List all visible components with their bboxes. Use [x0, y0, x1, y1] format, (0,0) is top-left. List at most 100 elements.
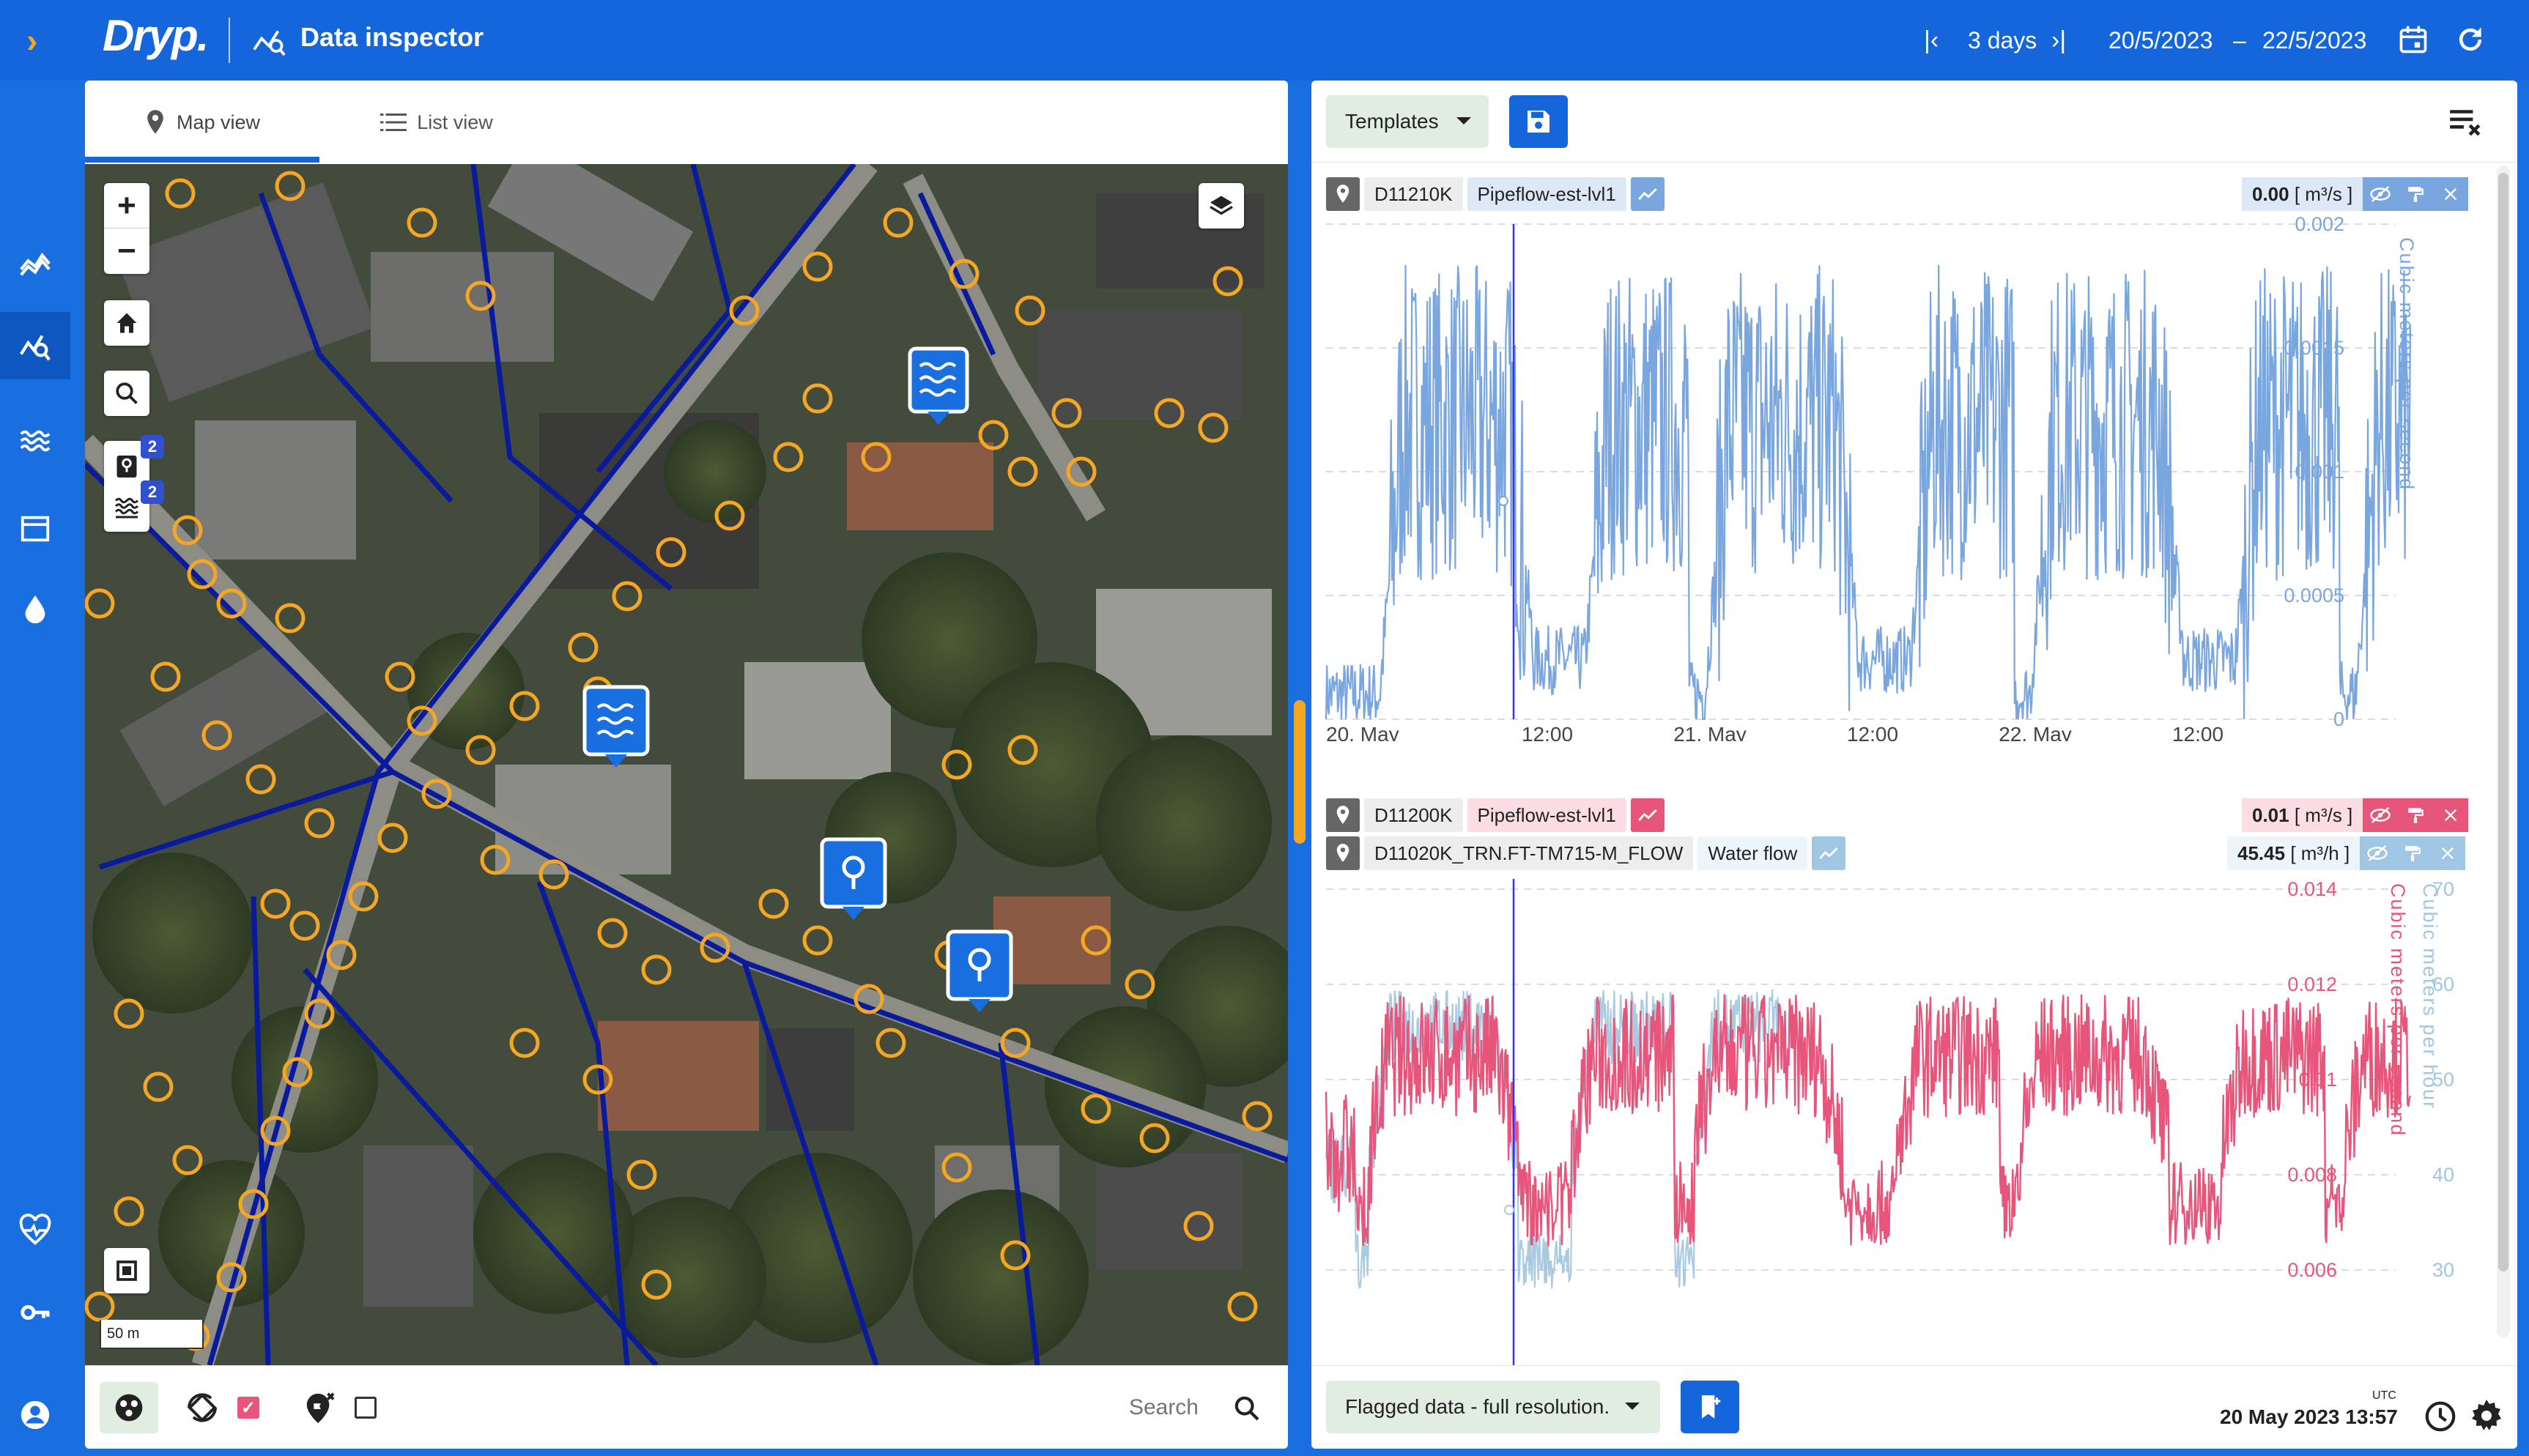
sensor-marker-water-level-1[interactable]	[908, 346, 969, 425]
sidebar-item-data-inspector[interactable]	[0, 312, 70, 379]
fullscreen-button[interactable]	[104, 1248, 149, 1293]
y-tick-label-right: 60	[2432, 973, 2454, 995]
search-icon	[116, 382, 138, 404]
hover-point	[1498, 496, 1508, 506]
chevron-down-icon	[1456, 117, 1471, 125]
range-start-icon[interactable]: |‹	[1924, 26, 1939, 54]
cluster-toggle[interactable]	[100, 1382, 158, 1433]
series-name-tag[interactable]: Pipeflow-est-lvl1	[1467, 798, 1626, 832]
sensor-marker-water-level-2[interactable]	[582, 685, 650, 768]
sidebar-item-dashboard[interactable]	[0, 230, 70, 297]
range-start-date[interactable]: 20/5/2023	[2108, 27, 2213, 53]
dashboard-icon	[20, 252, 51, 276]
range-end-icon[interactable]: ›|	[2051, 26, 2067, 54]
remove-series-button[interactable]	[2433, 177, 2469, 211]
flow-meter-icon	[116, 456, 137, 478]
value-unit: [ m³/h ]	[2290, 842, 2350, 864]
series-style-button[interactable]	[1812, 836, 1846, 870]
home-button[interactable]	[104, 300, 149, 346]
close-icon	[2442, 847, 2454, 860]
hide-series-button[interactable]	[2363, 177, 2399, 211]
map-pin-icon	[1336, 844, 1349, 862]
series-name-tag[interactable]: Pipeflow-est-lvl1	[1467, 177, 1626, 211]
gear-icon[interactable]	[2469, 1398, 2504, 1433]
checkbox-checked-icon: ✓	[237, 1397, 259, 1419]
rotate-map-button[interactable]	[180, 1382, 224, 1433]
remove-series-button[interactable]	[2430, 836, 2466, 870]
tab-list-view[interactable]: List view	[319, 81, 554, 164]
sidebar-item-water[interactable]	[0, 576, 70, 643]
paint-roller-icon	[2405, 846, 2421, 861]
current-value: 45.45 [ m³/h ]	[2227, 836, 2360, 870]
flagged-locations-checkbox[interactable]	[349, 1382, 382, 1433]
chart-1-plot[interactable]: Cubic meters per second 0.002 0.0015 0.001…	[1311, 214, 2498, 741]
map-search-input[interactable]	[949, 1382, 1199, 1433]
sensor-marker-flow-meter-1[interactable]	[820, 837, 887, 920]
scrollbar-thumb[interactable]	[2498, 173, 2508, 1271]
checkbox-empty-icon	[355, 1397, 377, 1419]
tab-map-view[interactable]: Map view	[85, 81, 319, 164]
value-number: 0.00	[2252, 182, 2289, 205]
sidebar-item-health[interactable]	[0, 1197, 70, 1264]
sidebar-item-keys[interactable]	[0, 1279, 70, 1346]
hide-series-button[interactable]	[2360, 836, 2396, 870]
map-search-button[interactable]	[104, 371, 149, 416]
hide-series-button[interactable]	[2363, 798, 2399, 832]
calendar-icon[interactable]	[2397, 23, 2429, 56]
paint-roller-icon	[2408, 187, 2424, 202]
range-end-date[interactable]: 22/5/2023	[2262, 27, 2367, 53]
eye-off-icon	[2370, 186, 2391, 202]
map-bottom-bar: ✓	[85, 1365, 1288, 1449]
active-tab-indicator	[85, 157, 319, 163]
add-bookmark-button[interactable]	[1681, 1381, 1739, 1433]
flagged-pin-icon	[306, 1392, 335, 1424]
chart-toolbar: Templates	[1311, 81, 2517, 163]
paint-series-button[interactable]	[2398, 798, 2434, 832]
remove-series-button[interactable]	[2433, 798, 2469, 832]
series-style-button[interactable]	[1630, 177, 1665, 211]
expand-sidebar-icon[interactable]: ›	[26, 21, 38, 59]
sensor-name-tag[interactable]: D11200K	[1364, 798, 1463, 832]
sensor-name-tag[interactable]: D11020K_TRN.FT-TM715-M_FLOW	[1364, 836, 1694, 870]
map-canvas[interactable]	[85, 164, 1288, 1365]
board-icon	[21, 516, 50, 542]
clock-icon[interactable]	[2424, 1400, 2457, 1433]
sensor-location-button[interactable]	[1326, 836, 1360, 870]
flag-mode-dropdown[interactable]: Flagged data - full resolution.	[1326, 1381, 1660, 1433]
zoom-out-button[interactable]: −	[117, 233, 136, 269]
sidebar-item-user[interactable]	[0, 1381, 70, 1449]
y-axis-title-left: Cubic meters per second	[2387, 883, 2409, 1137]
y-tick-label-left: 0.006	[2287, 1259, 2337, 1281]
sensor-location-button[interactable]	[1326, 177, 1360, 211]
paint-series-button[interactable]	[2398, 177, 2434, 211]
range-duration[interactable]: 3 days	[1968, 27, 2037, 53]
pipe-nodes[interactable]	[85, 171, 1273, 1351]
sidebar-item-board[interactable]	[0, 495, 70, 562]
chart-2-plot[interactable]: Cubic meters per second Cubic meters per…	[1311, 879, 2498, 1365]
chart-scrollbar[interactable]	[2497, 166, 2510, 1337]
x-tick-label: 21. May	[1673, 723, 1747, 741]
clear-charts-icon[interactable]	[2447, 103, 2484, 139]
zoom-in-button[interactable]: +	[104, 183, 149, 229]
x-tick-label: 22. May	[1999, 723, 2072, 741]
refresh-icon[interactable]	[2454, 23, 2487, 56]
flagged-locations-button[interactable]	[297, 1382, 341, 1433]
sidebar-item-water-level[interactable]	[0, 407, 70, 475]
search-icon[interactable]	[1232, 1394, 1262, 1423]
sensor-location-button[interactable]	[1326, 798, 1360, 832]
satellite-map[interactable]: + − 2 2 50 m	[85, 164, 1288, 1365]
sensor-marker-flow-meter-2[interactable]	[946, 929, 1013, 1012]
rotate-map-checkbox[interactable]: ✓	[232, 1382, 265, 1433]
key-icon	[21, 1304, 50, 1321]
save-template-button[interactable]	[1509, 95, 1568, 148]
templates-dropdown[interactable]: Templates	[1326, 95, 1489, 148]
panel-resize-handle[interactable]	[1294, 700, 1306, 844]
y-tick-label-right: 70	[2432, 879, 2454, 900]
series-name-tag[interactable]: Water flow	[1697, 836, 1808, 870]
series-style-button[interactable]	[1630, 798, 1665, 832]
paint-series-button[interactable]	[2395, 836, 2431, 870]
rotate-icon	[188, 1393, 217, 1422]
sensor-name-tag[interactable]: D11210K	[1364, 177, 1463, 211]
layers-button[interactable]	[1199, 183, 1244, 229]
